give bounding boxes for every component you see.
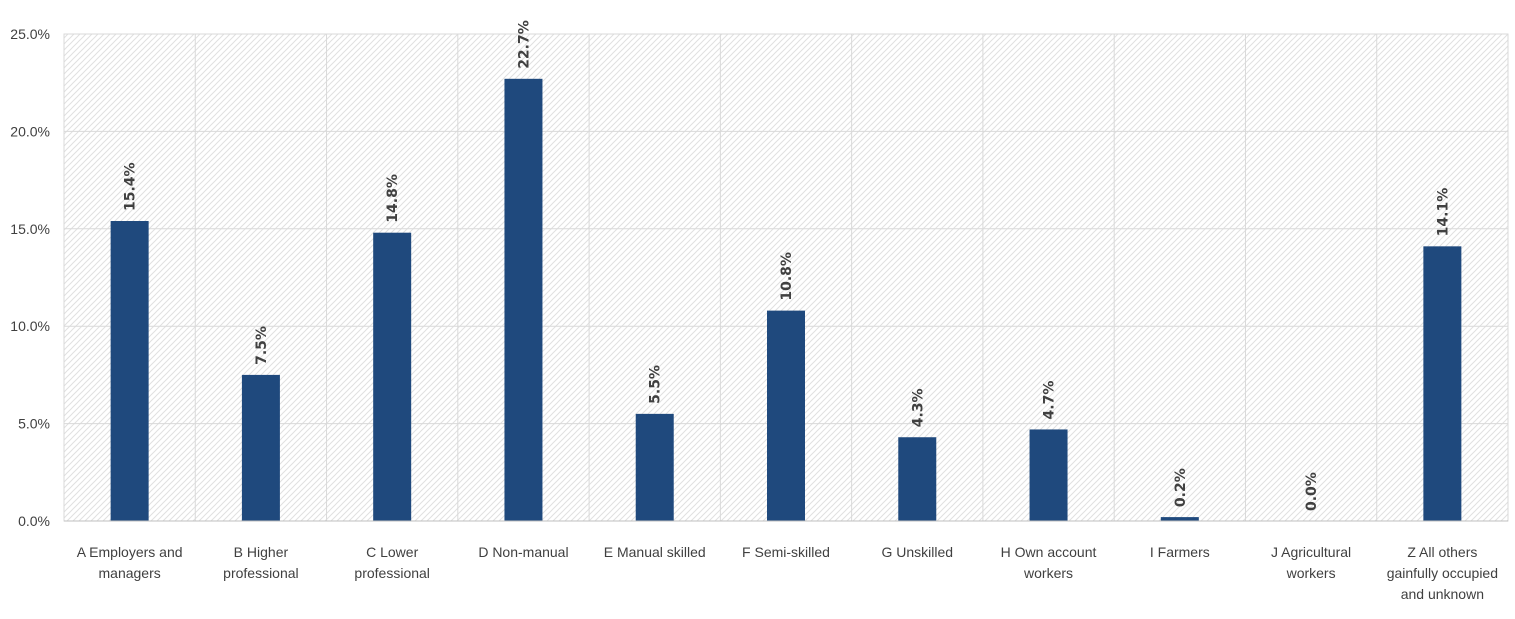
bar xyxy=(767,310,805,521)
data-label: 14.8% xyxy=(385,174,401,223)
y-tick-label: 0.0% xyxy=(18,513,50,529)
y-tick-label: 10.0% xyxy=(10,318,50,334)
data-label: 14.1% xyxy=(1435,188,1451,237)
category-label: G Unskilled xyxy=(881,544,953,560)
data-label: 22.7% xyxy=(516,20,532,69)
category-label: A Employers and managers xyxy=(77,544,183,581)
bar xyxy=(898,437,937,521)
data-label: 5.5% xyxy=(648,365,664,404)
data-label: 0.2% xyxy=(1173,468,1189,507)
category-label: F Semi-skilled xyxy=(742,544,830,560)
category-label: H Own account workers xyxy=(1001,544,1097,581)
bar xyxy=(504,78,543,521)
data-label: 4.7% xyxy=(1042,381,1058,420)
bar xyxy=(1029,429,1068,521)
bar xyxy=(241,374,280,521)
data-label: 15.4% xyxy=(123,162,139,211)
category-label: B Higher professional xyxy=(223,544,299,581)
bar xyxy=(635,413,674,521)
y-tick-label: 25.0% xyxy=(10,26,50,42)
category-label: I Farmers xyxy=(1150,544,1210,560)
category-label: J Agricultural workers xyxy=(1271,544,1351,581)
y-tick-label: 15.0% xyxy=(10,221,50,237)
data-label: 0.0% xyxy=(1304,472,1320,511)
category-label: Z All others gainfully occupied and unknow… xyxy=(1387,544,1498,602)
y-tick-label: 20.0% xyxy=(10,123,50,139)
data-label: 10.8% xyxy=(779,252,795,301)
bar xyxy=(1423,246,1462,521)
category-label: E Manual skilled xyxy=(604,544,706,560)
y-tick-label: 5.0% xyxy=(18,416,50,432)
category-label: C Lower professional xyxy=(354,544,430,581)
data-label: 7.5% xyxy=(254,326,270,365)
bar xyxy=(373,232,412,522)
bar xyxy=(1160,517,1199,521)
data-label: 4.3% xyxy=(910,388,926,427)
category-label: D Non-manual xyxy=(478,544,568,560)
bar xyxy=(110,221,149,521)
